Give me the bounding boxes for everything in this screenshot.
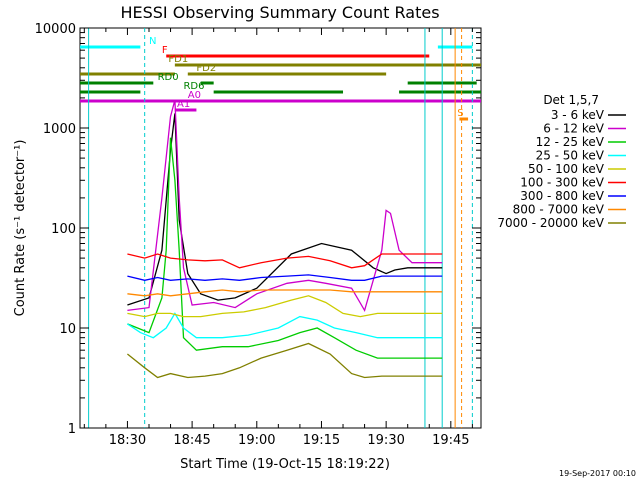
- series-line: [127, 312, 443, 339]
- y-tick-label: 100: [51, 222, 76, 237]
- chart-title: HESSI Observing Summary Count Rates: [120, 3, 439, 22]
- vertical-lines-layer: [88, 28, 473, 428]
- series-line: [127, 274, 443, 281]
- x-axis-label: Start Time (19-Oct-15 18:19:22): [180, 457, 390, 472]
- legend-entry-label: 300 - 800 keV: [520, 189, 604, 203]
- legend-entry-label: 25 - 50 keV: [536, 149, 605, 163]
- legend-entry-label: 7000 - 20000 keV: [497, 216, 604, 230]
- plot-frame: [79, 27, 482, 429]
- series-line: [127, 289, 443, 297]
- legend-entry-label: 800 - 7000 keV: [513, 203, 605, 217]
- flag-bar-label: FD1: [168, 54, 188, 65]
- x-tick-label: 18:30: [109, 433, 146, 448]
- flag-bar-label: RD6: [183, 81, 204, 92]
- flag-bar-label: A1: [177, 99, 190, 110]
- flag-bar-label: S: [457, 108, 463, 119]
- y-tick-label: 1000: [43, 122, 76, 137]
- legend-entry-label: 6 - 12 keV: [543, 122, 605, 136]
- legend-entry-label: 50 - 100 keV: [528, 162, 605, 176]
- y-axis: 1 10 100 1000 10000: [35, 22, 481, 437]
- series-line: [127, 253, 443, 269]
- x-tick-label: 18:45: [173, 433, 210, 448]
- flag-bar-label: F: [162, 45, 168, 56]
- footer-timestamp: 19-Sep-2017 00:10: [559, 469, 636, 478]
- flag-bar-label: N: [149, 36, 156, 47]
- y-tick-label: 10000: [35, 22, 76, 37]
- x-tick-label: 19:00: [238, 433, 275, 448]
- x-tick-label: 19:45: [432, 433, 469, 448]
- series-line: [127, 99, 443, 313]
- x-tick-label: 19:15: [303, 433, 340, 448]
- series-layer: [126, 99, 443, 379]
- x-axis: 18:30 18:45 19:00 19:15 19:30 19:45: [83, 28, 473, 448]
- legend-entry-label: 100 - 300 keV: [520, 176, 604, 190]
- x-tick-label: 19:30: [367, 433, 404, 448]
- flag-bar-label: RD0: [158, 72, 179, 83]
- flag-bar-label: FD2: [196, 63, 216, 74]
- y-axis-label: Count Rate (s⁻¹ detector⁻¹): [13, 140, 28, 317]
- series-line: [126, 342, 443, 379]
- series-line: [127, 295, 443, 318]
- y-tick-label: 10: [59, 322, 76, 337]
- legend-entry-label: 12 - 25 keV: [536, 135, 605, 149]
- legend-entry-label: 3 - 6 keV: [551, 108, 605, 122]
- series-line: [127, 137, 443, 359]
- flag-bar-label: A0: [188, 90, 201, 101]
- y-tick-label: 1: [68, 422, 76, 437]
- legend-title: Det 1,5,7: [543, 93, 599, 107]
